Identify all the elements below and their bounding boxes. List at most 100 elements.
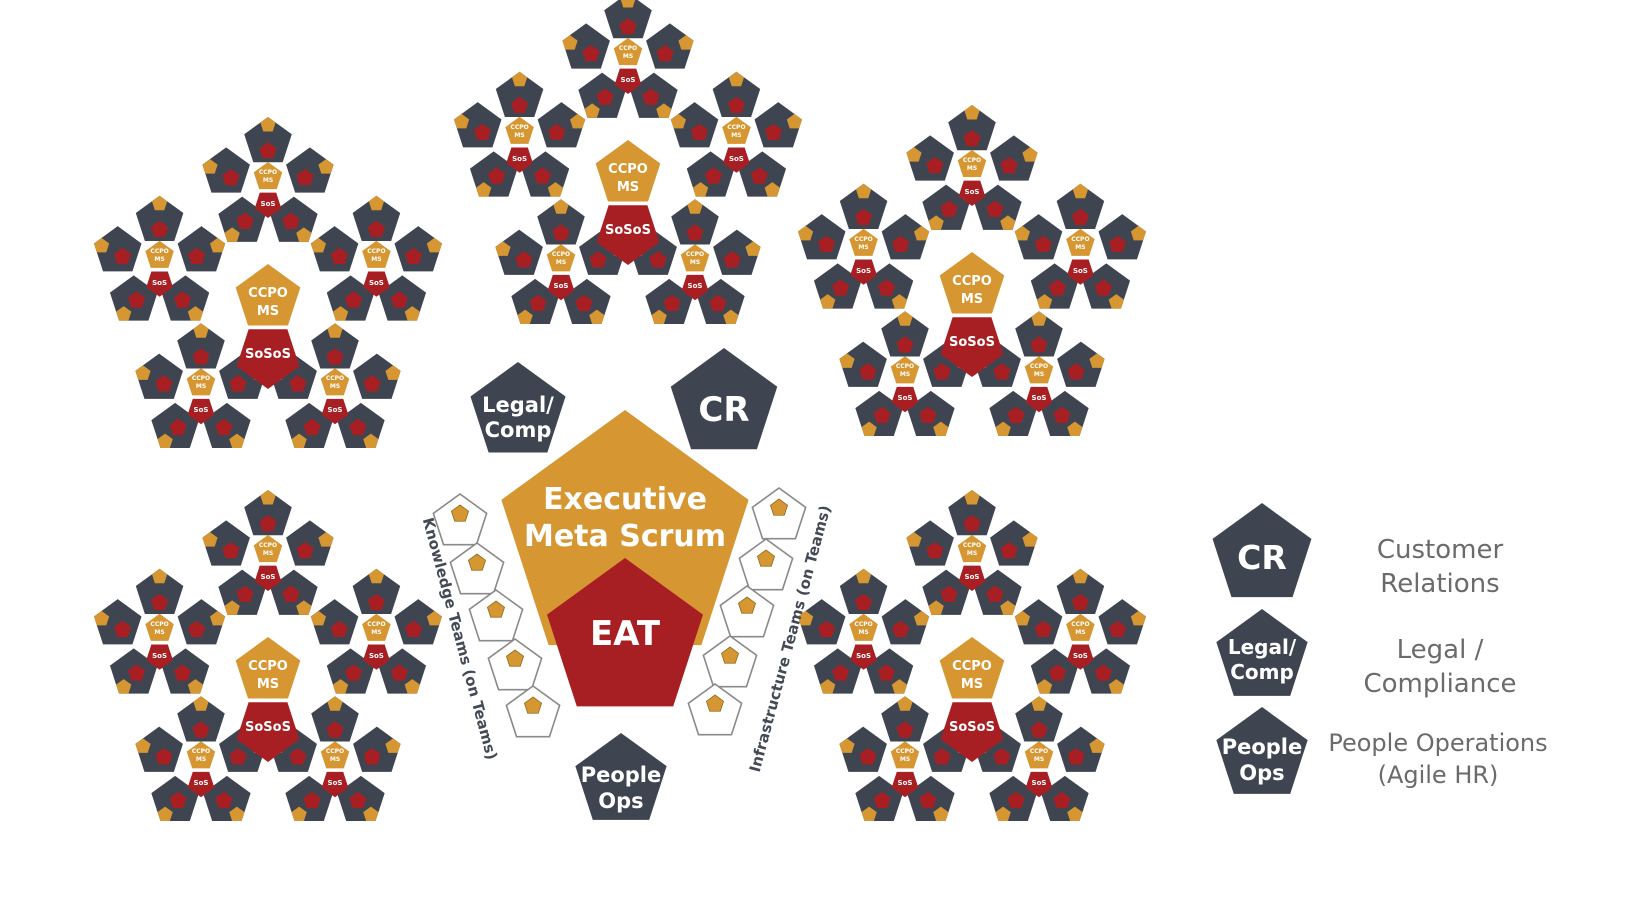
product-owner-marker	[764, 182, 780, 197]
sosos-label: SoSoS	[949, 720, 995, 735]
product-owner-marker	[620, 0, 636, 8]
scrum-team-pentagon	[202, 520, 250, 566]
product-owner-marker	[332, 306, 349, 321]
product-owner-marker	[368, 195, 385, 211]
ms-label: MS	[900, 756, 910, 763]
scrum-master-marker	[169, 791, 187, 809]
cr-label: CR	[698, 390, 749, 430]
sos-pentagon	[321, 398, 349, 425]
team-marker	[450, 504, 470, 522]
product-owner-marker	[385, 365, 401, 380]
sos-label: SoS	[261, 200, 276, 208]
ms-label: MS	[1075, 244, 1085, 251]
ms-label: MS	[967, 165, 977, 172]
ms-label: MS	[1034, 371, 1044, 378]
scrum-master-marker	[289, 748, 307, 765]
ms-label: MS	[858, 629, 868, 636]
team-cluster: CCPOMSSoSCCPOMSSoSCCPOMSSoSCCPOMSSoSCCPO…	[797, 490, 1147, 822]
cpo-label: CCPO	[619, 45, 637, 52]
scrum-master-marker	[488, 167, 506, 184]
scrum-master-marker	[859, 748, 877, 765]
sos-label: SoS	[194, 406, 209, 414]
legend-people-ops-desc-line1: People Operations	[1328, 729, 1547, 757]
scrum-team-pentagon	[135, 726, 183, 772]
scrum-master-marker	[832, 279, 850, 296]
cpo-label: CCPO	[150, 621, 168, 628]
scrum-master-marker	[1007, 406, 1025, 424]
scrum-master-marker	[473, 123, 492, 140]
scrum-master-marker	[877, 279, 896, 296]
product-owner-marker	[995, 806, 1011, 822]
sos-label: SoS	[1032, 779, 1047, 787]
scrum-master-marker	[289, 375, 307, 392]
product-owner-marker	[656, 103, 672, 118]
cpo-pentagon	[849, 228, 878, 256]
scrum-team-pentagon	[244, 117, 292, 163]
scrum-team-pentagon	[562, 23, 610, 69]
product-owner-marker	[928, 215, 944, 230]
sos-label: SoS	[1073, 267, 1088, 275]
team-marker	[769, 498, 789, 516]
cpo-label: CCPO	[367, 248, 385, 255]
sos-pentagon	[187, 771, 215, 798]
scrum-master-marker	[1067, 748, 1085, 765]
product-owner-marker	[202, 159, 218, 174]
product-owner-marker	[897, 696, 913, 711]
ms-label: MS	[154, 256, 164, 263]
scrum-master-marker	[303, 791, 321, 809]
product-owner-marker	[193, 323, 209, 338]
scrum-master-marker	[704, 167, 723, 184]
scrum-master-marker	[215, 418, 233, 436]
people-ops-node	[575, 733, 667, 820]
sosos-pentagon	[236, 329, 300, 389]
ms-label: MS	[263, 177, 273, 184]
scrum-master-marker	[1071, 208, 1089, 226]
product-owner-marker	[476, 182, 492, 197]
product-owner-marker	[1067, 806, 1083, 822]
product-owner-marker	[1000, 600, 1016, 615]
scrum-team-pentagon	[839, 726, 887, 772]
product-owner-marker	[745, 241, 761, 256]
legend-people-ops-desc-line2: (Agile HR)	[1378, 761, 1499, 789]
scrum-team-pentagon	[353, 353, 401, 399]
scrum-master-marker	[709, 294, 727, 312]
sos-pentagon	[681, 274, 709, 301]
sos-pentagon	[146, 271, 173, 297]
product-owner-marker	[855, 183, 872, 199]
cpo-pentagon	[362, 240, 391, 268]
product-owner-marker	[318, 532, 334, 547]
scrum-master-marker	[656, 44, 674, 62]
product-owner-marker	[891, 679, 908, 694]
cpo-pentagon	[145, 240, 174, 268]
scrum-master-marker	[1048, 664, 1067, 681]
team-marker	[505, 649, 525, 667]
ms-label: MS	[617, 180, 639, 195]
team-marker	[523, 696, 543, 714]
scrum-master-marker	[511, 96, 529, 114]
scrum-team-pentagon	[495, 71, 544, 117]
sosos-label: SoSoS	[605, 223, 651, 238]
product-owner-marker	[928, 600, 944, 615]
people-ops-label-line1: People	[581, 763, 662, 787]
product-owner-marker	[692, 182, 709, 197]
scrum-master-marker	[1094, 664, 1112, 681]
scrum-team-pentagon	[881, 599, 930, 645]
scrum-team-pentagon	[990, 135, 1038, 181]
scrum-team-pentagon	[990, 520, 1038, 566]
scrum-master-marker	[663, 294, 681, 312]
team-clusters: CCPOMSSoSCCPOMSSoSCCPOMSSoSCCPOMSSoSCCPO…	[93, 0, 1147, 822]
executive-meta-scrum-node	[501, 410, 749, 646]
scrum-team-pentagon	[1057, 341, 1105, 387]
scrum-master-marker	[1048, 279, 1067, 296]
cpo-label: CCPO	[326, 748, 344, 755]
product-owner-marker	[913, 225, 930, 241]
team-marker	[720, 646, 740, 664]
product-owner-marker	[1014, 225, 1031, 241]
sosos-label: SoSoS	[949, 335, 995, 350]
cpo-label: CCPO	[259, 169, 277, 176]
scrum-master-marker	[533, 167, 552, 184]
cpo-pentagon	[186, 741, 216, 769]
